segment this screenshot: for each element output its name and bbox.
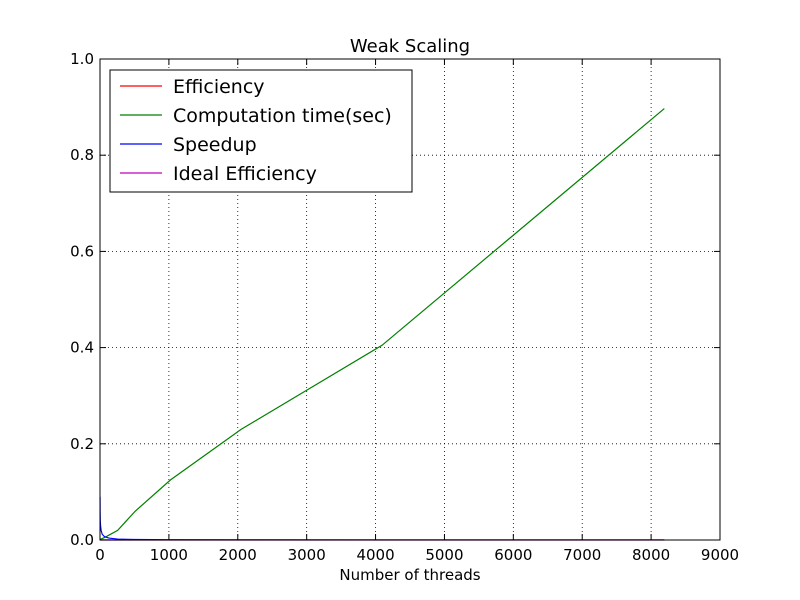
x-tick-label: 6000	[494, 546, 532, 564]
legend-label: Efficiency	[173, 76, 265, 98]
legend-label: Computation time(sec)	[173, 105, 392, 127]
x-tick-label: 9000	[701, 546, 739, 564]
x-tick-label: 1000	[150, 546, 188, 564]
x-tick-label: 4000	[356, 546, 394, 564]
y-tick-label: 0.4	[70, 339, 94, 357]
y-tick-label: 1.0	[70, 50, 94, 68]
x-tick-label: 0	[95, 546, 105, 564]
chart-title: Weak Scaling	[350, 36, 470, 57]
legend-box	[109, 69, 413, 193]
x-tick-label: 3000	[288, 546, 326, 564]
y-tick-label: 0.2	[70, 435, 94, 453]
x-tick-label: 5000	[425, 546, 463, 564]
x-tick-label: 7000	[563, 546, 601, 564]
y-tick-label: 0.6	[70, 242, 94, 260]
plot-frame	[99, 58, 721, 541]
x-tick-label: 2000	[219, 546, 257, 564]
x-tick-label: 8000	[632, 546, 670, 564]
y-tick-label: 0.8	[70, 146, 94, 164]
y-tick-label: 0.0	[70, 531, 94, 549]
legend-label: Ideal Efficiency	[173, 163, 317, 185]
legend-label: Speedup	[173, 134, 257, 156]
x-axis-label: Number of threads	[339, 566, 480, 584]
axis-ticks: 0 1000 2000 3000 4000 5000 6000 7000 8000 9000 0.0…	[70, 50, 739, 564]
legend: Efficiency Computation time(sec) Speedup Id…	[109, 69, 413, 193]
